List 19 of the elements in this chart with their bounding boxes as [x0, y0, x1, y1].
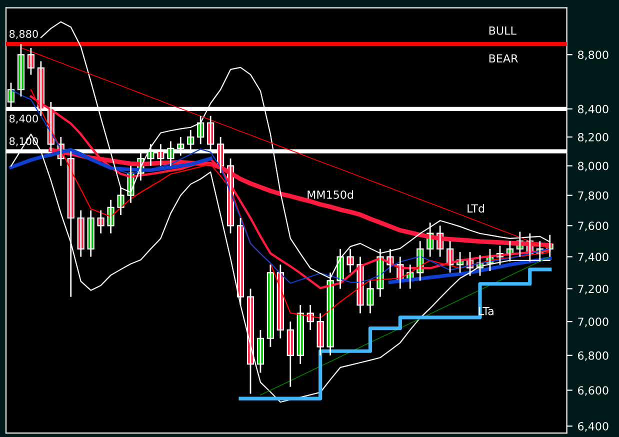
y-tick-label: 7,800	[578, 191, 608, 201]
series-label: LTd	[468, 204, 484, 213]
ref-line-label: 8,880	[9, 30, 38, 39]
line-series	[260, 256, 550, 396]
y-tick-label: 6,400	[578, 422, 608, 432]
y-tick-label: 8,400	[578, 104, 608, 114]
y-tick-label: 7,400	[578, 252, 608, 262]
y-tick-label: 7,200	[578, 284, 608, 294]
series-label: MM150d	[308, 190, 354, 199]
annotation: BULL	[489, 26, 516, 35]
ref-line-label: 8,400	[9, 114, 38, 124]
y-tick-label: 7,000	[578, 318, 608, 328]
y-tick-label: 8,200	[578, 132, 608, 143]
annotation: BEAR	[489, 54, 518, 62]
y-tick-label: 8,000	[578, 162, 608, 172]
y-tick-label: 8,800	[578, 50, 608, 60]
y-tick-label: 6,600	[578, 386, 608, 396]
y-tick-label: 6,800	[578, 351, 608, 361]
y-tick-label: 7,600	[578, 222, 608, 232]
